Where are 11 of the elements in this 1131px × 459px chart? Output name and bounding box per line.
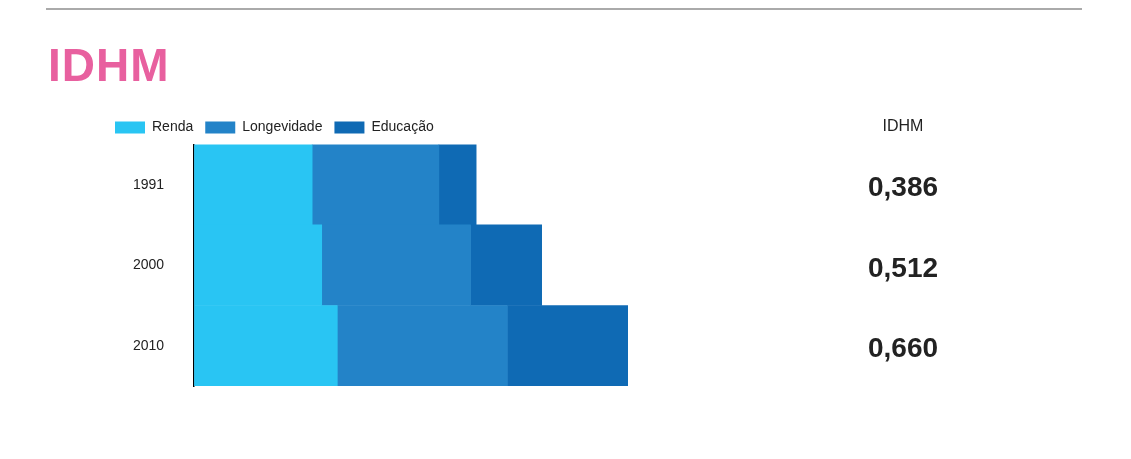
y-tick-label: 2000 [132,256,165,273]
text: IDHM [882,116,924,134]
legend-label: Educação [371,118,434,135]
y-tick-label: 2010 [132,336,165,353]
legend-label: Renda [152,118,194,135]
legend-label: Longevidade [242,118,323,135]
y-tick-label: 1991 [132,175,165,192]
text: 0,660 [867,332,939,364]
text: 0,512 [867,251,939,283]
text: 0,386 [867,171,939,203]
chart-title: IDHM [48,38,171,92]
